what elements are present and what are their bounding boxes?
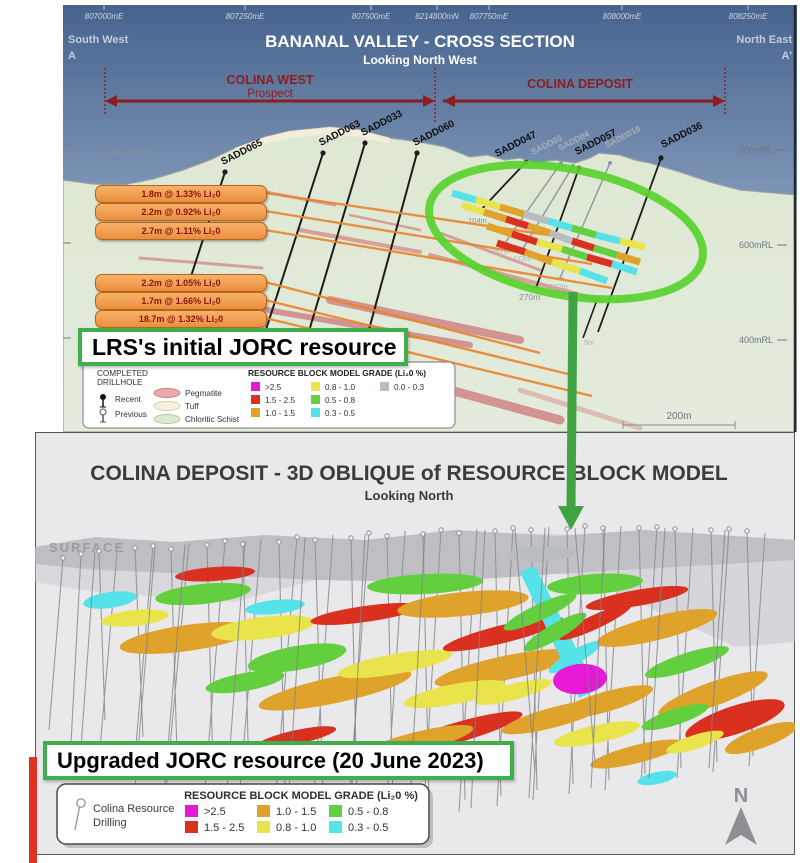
grade-swatch <box>251 408 260 417</box>
surface-label: SURFACE <box>49 540 125 555</box>
depth-label: 104m <box>468 216 487 225</box>
grade-swatch <box>311 408 320 417</box>
depth-label: 372m <box>549 282 568 291</box>
grade-swatch <box>329 821 342 833</box>
legend-grade-title: RESOURCE BLOCK MODEL GRADE (Li₂0 %) <box>248 368 426 378</box>
grade-label: 0.8 - 1.0 <box>276 822 316 834</box>
cross-section-subtitle: Looking North West <box>363 53 477 67</box>
elevation-label: 600mRL <box>739 240 773 250</box>
grade-label: >2.5 <box>204 806 226 818</box>
grade-swatch <box>251 395 260 404</box>
coord-label: 808250mE <box>729 12 768 21</box>
intercept-callout: 1.8m @ 1.33% Li₂0 <box>95 185 267 203</box>
grade-label: 0.3 - 0.5 <box>325 409 355 418</box>
intercept-callout: 1.7m @ 1.66% Li₂0 <box>95 292 267 310</box>
tuff-cap <box>235 127 390 153</box>
oblique-model-panel: COLINA DEPOSIT - 3D OBLIQUE of RESOURCE … <box>35 432 795 855</box>
grade-label: 0.3 - 0.5 <box>348 822 388 834</box>
red-edge-strip <box>29 757 37 863</box>
grade-label: 0.8 - 1.0 <box>325 383 355 392</box>
corner-northeast: North East <box>736 34 792 46</box>
grade-label: 0.0 - 0.3 <box>394 383 424 392</box>
drill-traces-front <box>79 526 726 825</box>
grade-label: 0.5 - 0.8 <box>325 396 355 405</box>
legend-drillhole-header: DRILLHOLE <box>97 378 143 387</box>
previous-drillhole-icon <box>99 408 107 423</box>
grade-swatch <box>311 382 320 391</box>
scale-bar <box>622 421 736 429</box>
elevation-axis: 800mRL 600mRL 400mRL <box>63 144 787 345</box>
north-arrow-icon: N <box>725 785 757 845</box>
pegmatite-swatch <box>153 388 181 398</box>
coord-label: 807750mE <box>470 12 509 21</box>
legend-tuff-label: Tuff <box>185 402 199 411</box>
grade-swatch <box>311 395 320 404</box>
grade-swatch <box>251 382 260 391</box>
elevation-label: 800mRL <box>739 145 773 155</box>
tuff-swatch <box>153 401 181 411</box>
scale-label: 200m <box>666 411 691 422</box>
coord-label: 807000mE <box>85 12 124 21</box>
oblique-title: COLINA DEPOSIT - 3D OBLIQUE of RESOURCE … <box>90 462 728 485</box>
resource-block-strings <box>451 189 646 285</box>
depth-label: 172m <box>513 254 532 263</box>
corner-southwest: South West <box>68 34 129 46</box>
zone-colina-deposit: COLINA DEPOSIT <box>527 77 633 91</box>
intercept-callout: 2.2m @ 0.92% Li₂0 <box>95 203 267 221</box>
intercept-callout: 2.2m @ 1.05% Li₂0 <box>95 274 267 292</box>
grade-swatch <box>185 805 198 817</box>
intercept-callout: 18.7m @ 1.32% Li₂0 <box>95 310 267 328</box>
coord-label: 807250mE <box>226 12 265 21</box>
north-label: N <box>734 785 748 807</box>
drill-collars <box>60 523 750 561</box>
cross-section-title: BANANAL VALLEY - CROSS SECTION <box>265 32 575 51</box>
grade-label: >2.5 <box>265 383 282 392</box>
zone-markers <box>104 68 726 123</box>
grade-swatch <box>257 821 270 833</box>
oblique-subtitle: Looking North <box>365 488 454 503</box>
annotation-initial-jorc: LRS's initial JORC resource <box>78 328 408 366</box>
grade-label: 1.0 - 1.5 <box>265 409 295 418</box>
oblique-legend: Colina Resource Drilling RESOURCE BLOCK … <box>56 783 433 848</box>
corner-section-a: A <box>68 50 76 62</box>
legend-drilling-label: Drilling <box>93 817 127 829</box>
surface-label: SURFACE <box>98 147 148 160</box>
grade-label: 1.0 - 1.5 <box>276 806 316 818</box>
legend-chloritic-schist-label: Chloritic Schist <box>185 415 240 424</box>
grade-label: 0.5 - 0.8 <box>348 806 388 818</box>
grade-swatch <box>329 805 342 817</box>
grade-label: 1.5 - 2.5 <box>204 822 244 834</box>
coord-label: 807500mE <box>352 12 391 21</box>
legend-pegmatite-label: Pegmatite <box>185 389 222 398</box>
depth-label: 157m <box>491 247 510 256</box>
drilling-icon <box>74 798 86 831</box>
depth-label: 270m <box>519 292 540 302</box>
zone-colina-west-sub: Prospect <box>247 88 293 100</box>
legend-grade-title: RESOURCE BLOCK MODEL GRADE (Li₂0 %) <box>184 790 418 802</box>
grade-swatch <box>185 821 198 833</box>
intercept-callout: 2.7m @ 1.11% Li₂0 <box>95 222 267 240</box>
coord-label: 808000mE <box>603 12 642 21</box>
chloritic-schist-swatch <box>153 414 181 424</box>
legend-recent-label: Recent <box>115 395 142 404</box>
zone-colina-west: COLINA WEST <box>226 73 313 87</box>
elevation-label: 400mRL <box>739 335 773 345</box>
depth-label: 9m <box>584 338 594 347</box>
legend-drillhole-header: COMPLETED <box>97 369 148 378</box>
legend-drilling-label: Colina Resource <box>93 803 174 815</box>
grade-swatch <box>257 805 270 817</box>
recent-drillhole-icon <box>100 394 106 408</box>
coord-label: 8214800mN <box>415 12 459 21</box>
legend-previous-label: Previous <box>115 410 147 419</box>
grade-swatch <box>380 382 389 391</box>
cross-section-legend: COMPLETED DRILLHOLE Recent Previous Pegm… <box>82 361 456 429</box>
grade-label: 1.5 - 2.5 <box>265 396 295 405</box>
corner-section-a2: A' <box>781 50 792 62</box>
highlight-ellipse <box>425 160 707 304</box>
annotation-upgraded-jorc: Upgraded JORC resource (20 June 2023) <box>43 741 514 780</box>
coordinate-axis: 807000mE 807250mE 807500mE 8214800mN 807… <box>85 5 768 21</box>
